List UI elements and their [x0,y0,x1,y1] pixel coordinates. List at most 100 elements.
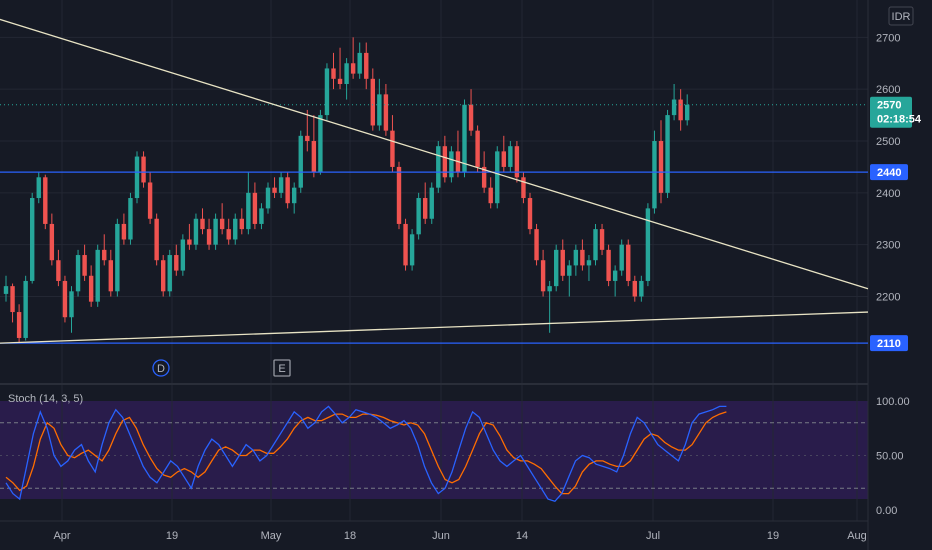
candle-body [364,52,369,79]
candle-body [36,177,41,199]
candle-body [665,115,670,193]
candle-body [233,218,238,240]
level-price-tag [870,335,908,352]
candle-body [147,182,153,219]
candle-body [134,156,140,199]
currency-badge[interactable]: IDR [888,6,914,26]
stochastic-indicator [5,405,727,503]
price-tick-label: 2600 [876,84,900,96]
candle-body [3,286,9,294]
candle-body [108,260,113,292]
candle-body [612,270,618,281]
time-tick-label: 19 [166,530,178,542]
stoch-title[interactable]: Stoch (14, 3, 5) [8,393,83,405]
price-tick-label: 2400 [876,188,900,200]
candle-body [377,94,382,126]
time-axis[interactable]: Apr 19 May 18 Jun 14 Jul 19 Aug [53,530,866,542]
candle-body [285,177,290,204]
candle-body [619,244,624,271]
candle-body [573,249,579,266]
candle-body [468,104,474,131]
level-price-value: 2110 [877,338,901,350]
candle-body [10,286,15,313]
candle-body [540,260,546,292]
stoch-tick-label: 100.00 [876,396,910,408]
candle-body [567,265,572,276]
candle-body [30,198,35,281]
candle-body [495,151,500,204]
candle-body [246,192,251,230]
stoch-k-line [5,405,727,503]
candle-body [344,63,349,84]
price-tick-label: 2700 [876,32,900,44]
candle-body [292,187,297,204]
candle-body [501,151,506,167]
dividend-marker [152,359,170,377]
candle-body [23,280,28,338]
candle-body [514,146,520,178]
candle-body [475,130,480,167]
time-tick-label: Aug [847,530,867,542]
currency-label: IDR [892,11,911,23]
candle-body [259,208,264,224]
trendline [0,311,869,344]
candle-body [174,255,179,271]
time-tick-label: Apr [53,530,70,542]
stoch-d-line [5,411,727,495]
candle-body [527,198,533,230]
candle-body [370,78,375,126]
candle-body [416,198,421,235]
candle-body [423,198,428,219]
event-marker-label: D [157,363,165,375]
level-price-value: 2440 [877,167,901,179]
candle-body [278,177,284,193]
horizontal-levels [0,104,868,344]
candle-body [154,218,159,261]
candle-body [547,286,552,292]
candle-body [534,229,539,261]
stoch-band-fill [0,401,868,499]
candle-body [311,141,317,173]
candle-body [671,99,677,116]
candle-body [49,223,55,261]
candle-body [43,177,48,224]
time-tick-label: 18 [344,530,356,542]
candle-body [685,104,690,121]
main-pane[interactable] [0,0,868,382]
candle-body [298,135,303,188]
candle-body [652,141,657,209]
price-tick-label: 2500 [876,136,900,148]
candle-body [213,218,218,245]
candle-body [508,146,513,167]
earnings-marker [273,359,291,377]
candle-body [193,218,199,245]
price-tick-label: 2300 [876,240,900,252]
time-tick-label: 19 [767,530,779,542]
trendlines [0,18,869,344]
candle-body [337,78,343,84]
candle-body [56,260,61,281]
candle-body [161,260,166,292]
candle-body [141,156,146,183]
candle-body [69,291,74,318]
candle-body [606,249,611,281]
candle-body [442,146,448,178]
candle-body [206,229,212,245]
candle-body [272,187,277,193]
candle-body [436,146,441,188]
candle-body [121,223,127,240]
candle-body [252,192,258,224]
candle-body [16,312,22,338]
candle-body [226,229,231,240]
candle-body [318,115,323,173]
candle-body [200,218,205,230]
last-price-value: 2570 [877,100,901,112]
event-marker-label: E [278,363,285,375]
candle-body [128,198,133,240]
candle-body [580,249,585,266]
candle-body [409,234,415,266]
price-axis[interactable]: 2200 2300 2400 2500 2600 2700 100.00 50.00 0.00 [876,32,910,517]
candle-body [481,166,487,188]
